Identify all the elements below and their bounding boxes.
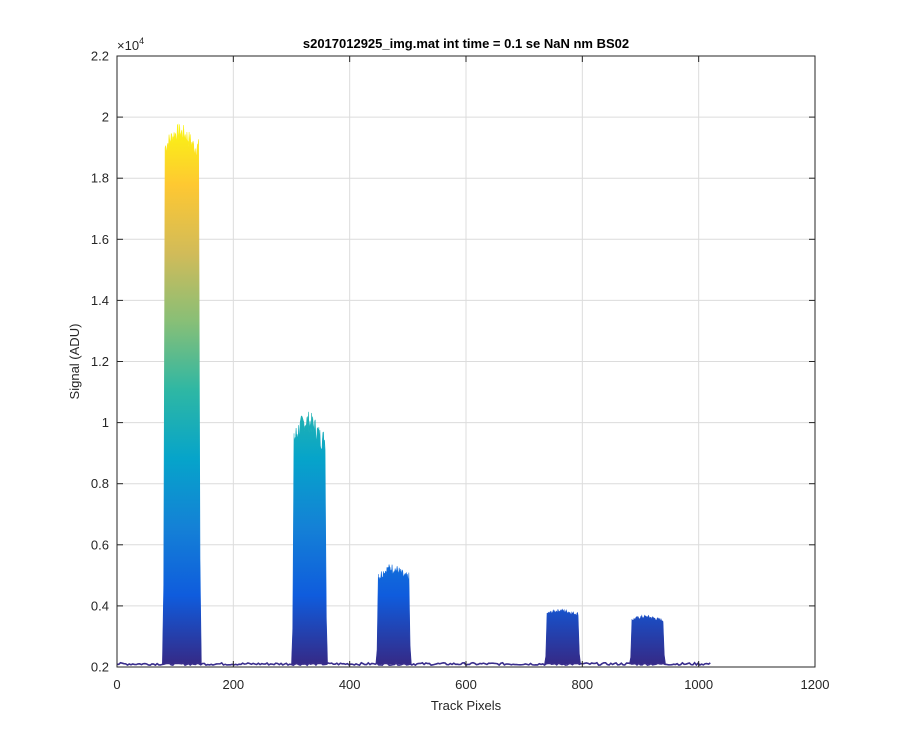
peak-5 [629,614,666,665]
x-tick-label: 1200 [801,677,830,692]
y-tick-label: 1.2 [91,354,109,369]
y-tick-label: 1.4 [91,293,109,308]
y-tick-labels: 0.2 0.4 0.6 0.8 1 1.2 1.4 1.6 1.8 2 2.2 [91,49,109,675]
data-series [162,123,666,665]
y-tick-label: 2 [102,110,109,125]
x-axis-label: Track Pixels [431,698,502,713]
y-tick-label: 1.6 [91,232,109,247]
y-tick-label: 0.4 [91,598,109,613]
peak-4 [544,608,581,665]
x-tick-label: 0 [113,677,120,692]
peak-3 [375,564,412,665]
y-tick-label: 2.2 [91,49,109,64]
chart-title: s2017012925_img.mat int time = 0.1 se Na… [303,36,629,51]
y-axis-multiplier: ×104 [117,36,144,53]
x-tick-label: 600 [455,677,477,692]
y-tick-label: 0.6 [91,537,109,552]
y-tick-label: 0.2 [91,660,109,675]
axis-ticks [116,55,816,668]
peak-1 [162,123,202,665]
y-tick-label: 0.8 [91,476,109,491]
baseline-trace [116,661,711,667]
x-tick-label: 200 [222,677,244,692]
y-tick-label: 1.8 [91,171,109,186]
y-tick-label: 1 [102,415,109,430]
x-tick-label: 400 [339,677,361,692]
x-tick-label: 1000 [684,677,713,692]
y-axis-label: Signal (ADU) [67,324,82,400]
x-tick-labels: 0 200 400 600 800 1000 1200 [113,677,829,692]
peak-2 [291,411,328,665]
x-tick-label: 800 [571,677,593,692]
